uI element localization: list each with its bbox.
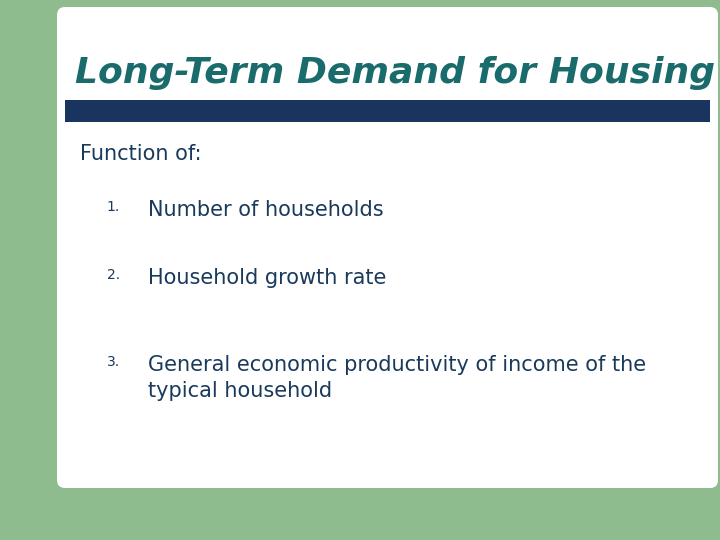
Bar bbox=[65, 100, 710, 122]
Text: Long-Term Demand for Housing: Long-Term Demand for Housing bbox=[75, 56, 715, 90]
FancyBboxPatch shape bbox=[57, 7, 718, 488]
Text: 1.: 1. bbox=[107, 200, 120, 214]
Text: 3.: 3. bbox=[107, 355, 120, 369]
Text: 2.: 2. bbox=[107, 268, 120, 282]
Text: General economic productivity of income of the
typical household: General economic productivity of income … bbox=[148, 355, 646, 401]
Text: Function of:: Function of: bbox=[80, 144, 202, 164]
Text: Number of households: Number of households bbox=[148, 200, 384, 220]
Text: Household growth rate: Household growth rate bbox=[148, 268, 387, 288]
